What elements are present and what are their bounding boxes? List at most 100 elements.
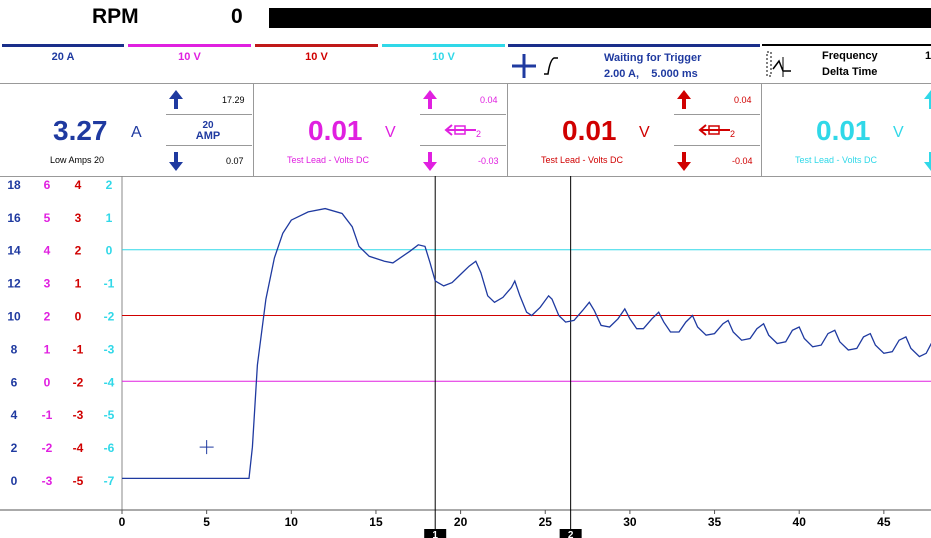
- y-tick-label: 0: [106, 244, 113, 258]
- channel-tab-2[interactable]: 10 V: [128, 44, 251, 64]
- y-tick-label: -3: [73, 408, 84, 422]
- y-tick-label: 8: [11, 342, 18, 356]
- y-tick-label: 2: [106, 178, 113, 192]
- channel-tab-label: 10 V: [432, 51, 455, 63]
- frequency-value: 1: [925, 50, 931, 62]
- y-tick-label: -6: [104, 441, 115, 455]
- meter-min: -0.03: [478, 156, 499, 166]
- y-tick-label: 1: [44, 342, 51, 356]
- y-tick-label: -2: [73, 375, 84, 389]
- trigger-status: Waiting for Trigger: [604, 52, 702, 64]
- svg-text:2: 2: [730, 129, 735, 139]
- frequency-label: Frequency: [822, 50, 878, 62]
- frequency-icon[interactable]: [765, 49, 795, 79]
- meter-unit: V: [385, 124, 396, 141]
- y-tick-label: -4: [73, 441, 84, 455]
- channel-tab-4[interactable]: 10 V: [382, 44, 505, 64]
- test-lead-icon[interactable]: 2: [442, 120, 482, 140]
- y-tick-label: 0: [11, 474, 18, 488]
- x-tick-label: 35: [708, 515, 722, 529]
- meter-description: Low Amps 20: [50, 155, 105, 165]
- y-tick-label: 1: [75, 277, 82, 291]
- y-tick-label: 14: [7, 244, 21, 258]
- channel-tab-3[interactable]: 10 V: [255, 44, 378, 64]
- x-tick-label: 15: [369, 515, 383, 529]
- x-tick-label: 0: [119, 515, 126, 529]
- trigger-panel[interactable]: Waiting for Trigger 2.00 A, 5.000 ms: [508, 44, 760, 82]
- y-tick-label: 5: [44, 211, 51, 225]
- meter-value: 0.01: [816, 115, 871, 146]
- channel-tab-label: 20 A: [51, 51, 75, 63]
- meter-max: 17.29: [222, 95, 245, 105]
- meter-unit: V: [639, 124, 650, 141]
- meter-volts-1[interactable]: 0.01 V Test Lead - Volts DC 0.04 2 -0.03: [254, 84, 508, 176]
- y-tick-label: -5: [73, 474, 84, 488]
- meter-description: Test Lead - Volts DC: [795, 155, 878, 165]
- y-tick-label: 3: [75, 211, 82, 225]
- meter-value: 0.01: [562, 115, 617, 146]
- y-tick-label: -3: [42, 474, 53, 488]
- y-tick-label: 10: [7, 310, 21, 324]
- y-tick-label: 0: [44, 375, 51, 389]
- channel-tab-1[interactable]: 20 A: [2, 44, 124, 64]
- y-tick-label: 2: [11, 441, 18, 455]
- max-arrow-up-icon[interactable]: [167, 88, 185, 110]
- min-arrow-down-icon[interactable]: [922, 150, 931, 172]
- max-arrow-up-icon[interactable]: [922, 88, 931, 110]
- y-tick-label: -4: [104, 375, 115, 389]
- y-tick-label: 6: [11, 375, 18, 389]
- cursor-handle: [559, 529, 582, 538]
- meter-description: Test Lead - Volts DC: [287, 155, 370, 165]
- y-tick-label: 4: [75, 178, 82, 192]
- meter-unit: A: [131, 124, 142, 141]
- frequency-panel[interactable]: Frequency Delta Time 1: [762, 44, 931, 82]
- min-arrow-down-icon[interactable]: [675, 150, 693, 172]
- test-lead-icon[interactable]: 2: [696, 120, 736, 140]
- crosshair-marker-icon[interactable]: [199, 440, 214, 455]
- x-tick-label: 5: [203, 515, 210, 529]
- x-tick-label: 45: [877, 515, 891, 529]
- scope-graph[interactable]: 1816141210864206543210-1-2-343210-1-2-3-…: [0, 176, 931, 538]
- meter-value: 0.01: [308, 115, 363, 146]
- y-axes: 1816141210864206543210-1-2-343210-1-2-3-…: [7, 178, 114, 488]
- max-arrow-up-icon[interactable]: [421, 88, 439, 110]
- trigger-settings: 2.00 A, 5.000 ms: [604, 68, 698, 80]
- trigger-icon[interactable]: [510, 50, 566, 80]
- y-tick-label: 4: [44, 244, 51, 258]
- x-axis-ticks: 0 5 10 15 20 25 30 35 40 45: [119, 510, 891, 529]
- amp-range-icon[interactable]: 20 AMP: [188, 118, 228, 142]
- x-tick-label: 30: [623, 515, 637, 529]
- y-tick-label: -5: [104, 408, 115, 422]
- channel-tab-label: 10 V: [305, 51, 328, 63]
- max-arrow-up-icon[interactable]: [675, 88, 693, 110]
- x-tick-label: 20: [454, 515, 468, 529]
- svg-text:20: 20: [202, 120, 214, 131]
- meter-max: 0.04: [480, 95, 498, 105]
- meter-max: 0.04: [734, 95, 752, 105]
- y-tick-label: -3: [104, 342, 115, 356]
- y-tick-label: -1: [42, 408, 53, 422]
- y-tick-label: -7: [104, 474, 115, 488]
- y-tick-label: -1: [104, 277, 115, 291]
- y-tick-label: 12: [7, 277, 21, 291]
- y-tick-label: 4: [11, 408, 18, 422]
- y-tick-label: 18: [7, 178, 21, 192]
- channel-tab-label: 10 V: [178, 51, 201, 63]
- min-arrow-down-icon[interactable]: [421, 150, 439, 172]
- x-tick-label: 25: [539, 515, 553, 529]
- meter-volts-2[interactable]: 0.01 V Test Lead - Volts DC 0.04 2 -0.04: [508, 84, 762, 176]
- rpm-bar: [269, 8, 931, 28]
- y-tick-label: 2: [44, 310, 51, 324]
- meter-volts-3[interactable]: 0.01 V Test Lead - Volts DC: [762, 84, 931, 176]
- rpm-label: RPM: [92, 5, 139, 28]
- min-arrow-down-icon[interactable]: [167, 150, 185, 172]
- svg-text:2: 2: [476, 129, 481, 139]
- meter-min: 0.07: [226, 156, 244, 166]
- meter-description: Test Lead - Volts DC: [541, 155, 624, 165]
- cursor-handle: [424, 529, 447, 538]
- y-tick-label: -1: [73, 342, 84, 356]
- meter-amps[interactable]: 3.27 A Low Amps 20 17.29 20 AMP 0.07: [0, 84, 254, 176]
- meter-min: -0.04: [732, 156, 753, 166]
- y-tick-label: 2: [75, 244, 82, 258]
